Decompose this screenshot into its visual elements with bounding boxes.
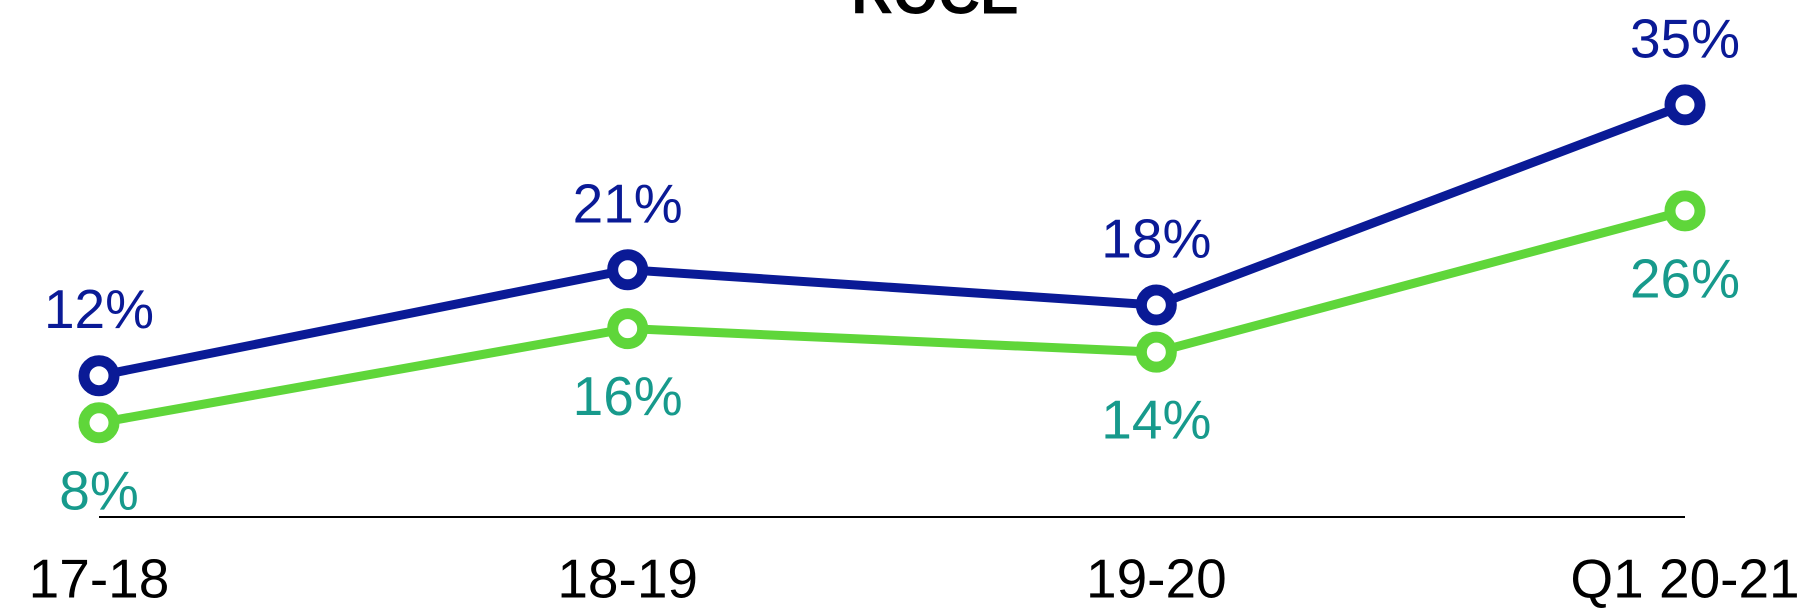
series-line: [98, 100, 1687, 381]
data-label: 18%: [1101, 208, 1211, 270]
data-label: 26%: [1630, 247, 1740, 309]
data-point: [1135, 284, 1177, 326]
data-point: [78, 402, 120, 444]
data-point: [78, 355, 120, 397]
data-label: 14%: [1101, 389, 1211, 451]
data-label: 21%: [573, 172, 683, 234]
data-point: [607, 308, 649, 350]
x-tick-label: 18-19: [557, 548, 698, 610]
data-label: 16%: [573, 365, 683, 427]
data-point: [1664, 190, 1706, 232]
data-point: [1664, 84, 1706, 126]
data-point: [607, 249, 649, 291]
series-line: [98, 206, 1687, 428]
chart-title: ROCE: [851, 0, 1019, 26]
data-label: 35%: [1630, 7, 1740, 69]
data-point: [1135, 331, 1177, 373]
data-label: 8%: [59, 459, 139, 521]
data-label: 12%: [44, 278, 154, 340]
x-tick-label: 19-20: [1086, 548, 1227, 610]
x-tick-label: Q1 20-21: [1570, 548, 1799, 610]
x-tick-label: 17-18: [29, 548, 170, 610]
